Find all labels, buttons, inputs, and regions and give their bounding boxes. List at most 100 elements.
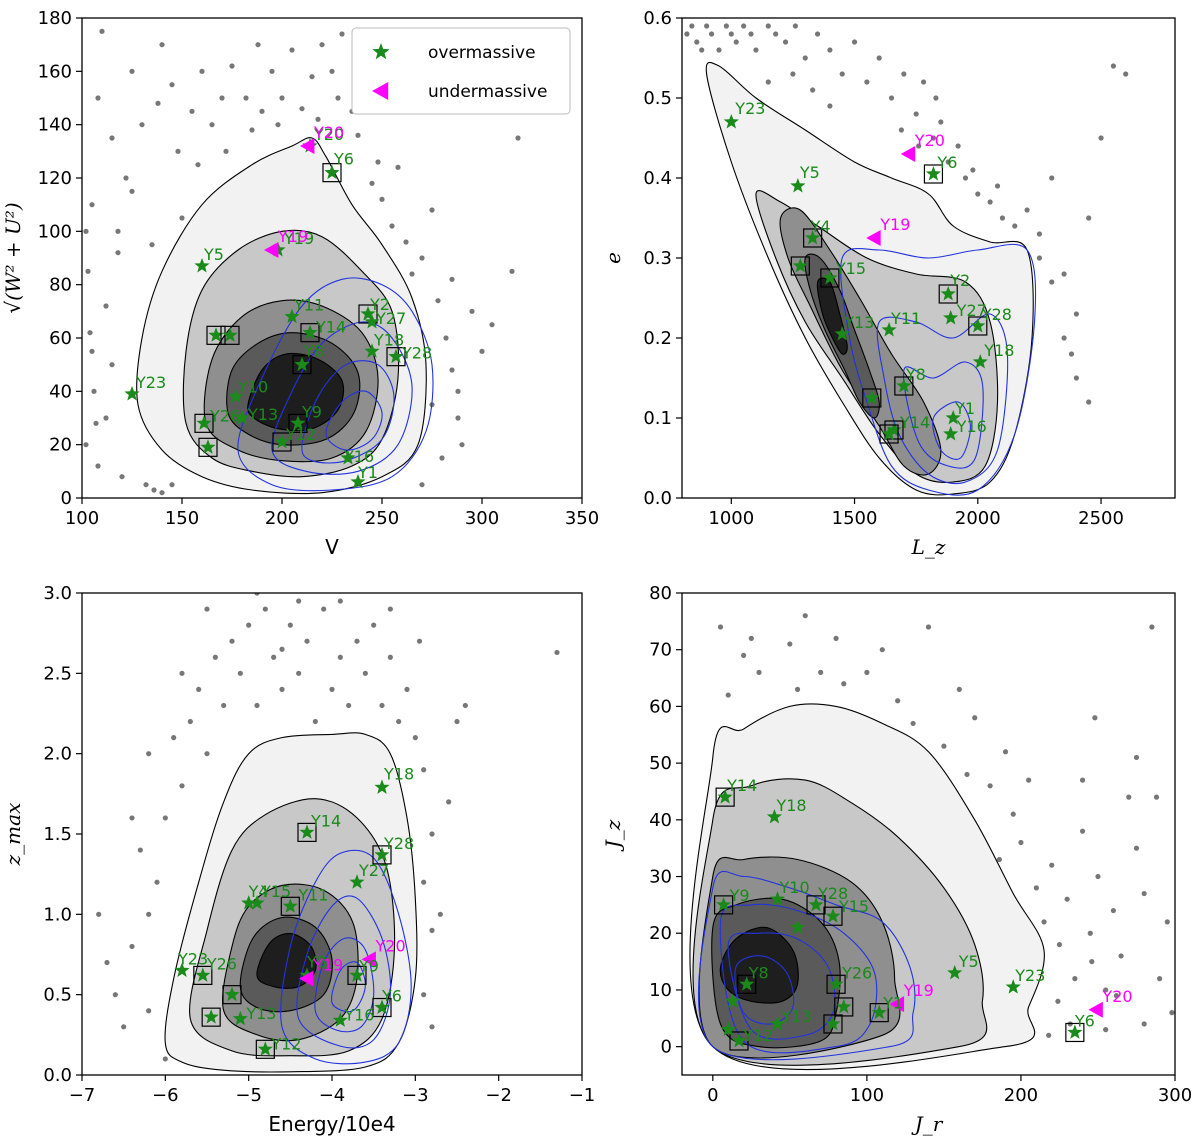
undermassive-triangle [361,951,376,968]
undermassive-triangle [299,970,314,987]
overmassive-star [766,809,782,824]
overmassive-star [1067,1024,1083,1039]
background-point [916,143,922,149]
background-point [1169,1010,1175,1016]
overmassive-star [174,962,190,977]
background-point [956,686,962,693]
y-tick-label: 1.0 [43,904,72,925]
overmassive-star [739,976,755,991]
star-label: Y12 [742,1026,773,1045]
star-label: Y16 [956,417,987,436]
background-point [223,148,229,154]
background-point [437,911,443,917]
background-point [109,135,115,141]
background-point [429,927,435,934]
background-point [910,720,916,727]
background-point [515,135,521,141]
background-point [146,751,152,757]
y-axis-label: J_z [601,819,625,852]
overmassive-star [374,846,390,862]
background-point [898,127,904,133]
background-point [1153,794,1160,800]
background-point [446,799,452,805]
selection-box [823,1014,843,1034]
y-tick-label: 160 [38,61,72,82]
background-point [354,638,360,644]
background-point [1113,993,1120,999]
star-label: Y5 [799,163,820,182]
legend-under-label: undermassive [428,82,547,102]
legend: overmassive undermassive [351,27,571,115]
selection-box [206,325,226,345]
overmassive-star [302,324,318,340]
overmassive-star [208,327,224,342]
background-point [275,122,281,128]
background-point [309,74,315,80]
selection-box [1065,1022,1085,1043]
background-point [741,23,747,29]
overmassive-star [332,1012,348,1027]
background-point [717,624,724,630]
background-point [196,686,202,693]
overmassive-star [290,415,306,430]
x-tick-label: −2 [485,1085,512,1106]
background-point [1110,63,1116,69]
background-point [1061,335,1067,341]
background-point [375,159,381,165]
overmassive-star [282,898,298,913]
overmassive-star [249,895,265,910]
model-contour-level-2 [719,903,878,1054]
undermassive-triangle [1088,1001,1103,1018]
background-point [1141,890,1147,897]
selection-box [879,424,899,444]
selection-box [729,1031,749,1051]
overmassive-star [196,415,212,430]
background-point [1089,958,1095,965]
background-point [435,298,441,304]
model-contour-level-1 [280,849,412,1065]
background-point [449,367,455,373]
background-point [1049,175,1055,181]
background-point [864,79,870,85]
overmassive-star [294,356,310,372]
x-axis-label: L_z [911,535,946,559]
selection-box [220,325,240,345]
overmassive-star [324,164,340,180]
background-point [1156,976,1163,982]
background-point [925,624,932,630]
background-point [254,702,260,709]
star-label: Y23 [734,99,765,118]
background-point [455,415,461,421]
background-point [99,28,105,34]
overmassive-star [364,343,380,358]
background-point [684,31,690,37]
overmassive-star [896,378,912,393]
selection-box [300,323,320,343]
star-label: Y12 [270,1034,301,1053]
overmassive-star [720,1021,736,1037]
model-contour-level-1 [697,871,916,1061]
background-point [219,95,225,101]
selection-box [806,895,826,915]
star-label: Y12 [285,425,316,444]
background-point [121,1024,127,1030]
model-contour-level-4 [932,401,971,460]
selection-box [823,906,843,926]
background-point [299,106,305,112]
background-point [296,670,302,676]
background-point [1126,794,1132,800]
background-point [103,415,109,421]
background-point [143,482,149,488]
x-axis-label: V [325,535,339,559]
background-point [708,31,715,37]
overmassive-star [200,439,216,454]
background-point [146,1008,152,1014]
overmassive-star [723,114,739,129]
star-label: Y27 [375,309,406,328]
x-tick-label: 300 [1158,1085,1192,1106]
background-point [93,420,99,426]
legend-star-icon [372,43,390,60]
overmassive-star [769,1016,786,1031]
selection-box [297,822,317,842]
background-point [802,613,808,619]
